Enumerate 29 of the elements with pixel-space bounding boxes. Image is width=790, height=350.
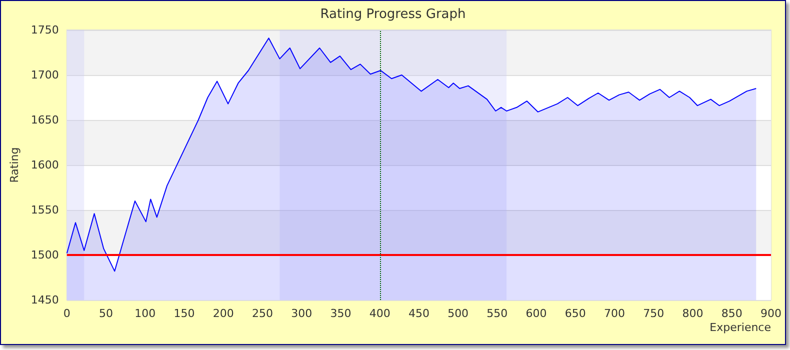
x-tick-label: 150	[174, 307, 195, 320]
x-tick-label: 100	[134, 307, 156, 320]
y-tick-label: 1550	[30, 204, 59, 216]
x-axis-title: Experience	[710, 321, 772, 334]
x-tick-label: 500	[448, 307, 469, 320]
x-tick-label: 550	[486, 307, 508, 320]
chart-title: Rating Progress Graph	[320, 7, 466, 22]
x-tick-label: 300	[291, 307, 312, 320]
x-tick-label: 700	[604, 307, 626, 320]
x-tick-label: 450	[408, 307, 430, 320]
x-tick-label: 0	[63, 307, 70, 320]
x-tick-label: 200	[212, 307, 234, 320]
x-tick-label: 900	[760, 307, 782, 320]
x-tick-label: 50	[99, 307, 114, 320]
x-tick-label: 800	[682, 307, 704, 320]
x-tick-label: 400	[369, 307, 390, 320]
x-tick-label: 350	[330, 307, 352, 320]
y-tick-label: 1600	[30, 158, 59, 172]
y-tick-label: 1450	[30, 294, 59, 306]
y-tick-label: 1750	[30, 24, 59, 36]
y-tick-label: 1700	[30, 68, 59, 82]
x-tick-label: 600	[526, 307, 547, 320]
y-tick-label: 1500	[30, 248, 59, 262]
y-axis-title: Rating	[8, 147, 21, 183]
x-tick-label: 250	[252, 307, 273, 320]
x-tick-label: 750	[643, 307, 664, 320]
x-tick-label: 850	[721, 307, 742, 320]
x-tick-label: 650	[564, 307, 586, 320]
y-tick-label: 1650	[30, 114, 59, 126]
